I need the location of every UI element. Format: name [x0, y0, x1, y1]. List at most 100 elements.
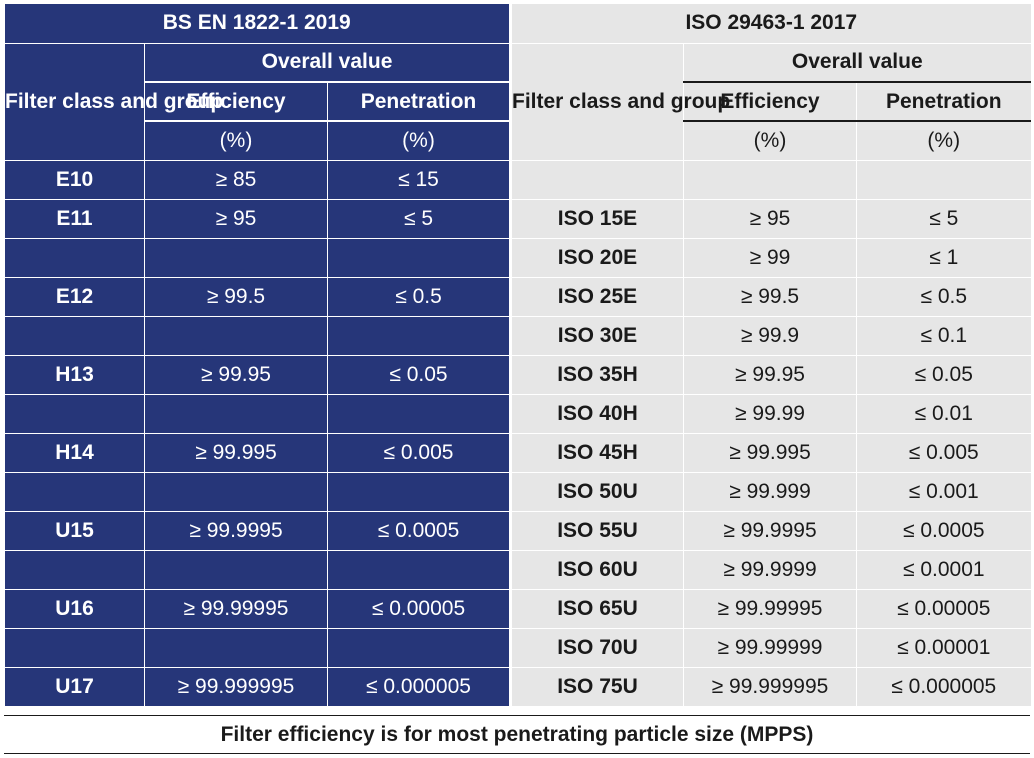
- right-efficiency-value: ≥ 99.9995: [683, 510, 857, 550]
- right-penetration-value: ≤ 0.5: [855, 276, 1031, 316]
- left-filter-class: [4, 315, 145, 355]
- right-efficiency-value: ≥ 99.99995: [683, 588, 857, 628]
- right-filter-class: ISO 70U: [509, 627, 684, 667]
- left-penetration-value: [327, 627, 511, 667]
- right-filter-class: ISO 75U: [509, 666, 684, 706]
- left-filter-class: [4, 549, 145, 589]
- left-efficiency-value: ≥ 99.995: [144, 432, 328, 472]
- overall-header-row: Filter class and group Overall value Fil…: [4, 42, 1031, 160]
- right-penetration-value: ≤ 0.0005: [855, 510, 1031, 550]
- right-group-header: Filter class and group: [509, 42, 730, 160]
- left-filter-class: H13: [4, 354, 145, 394]
- left-penetration-value: [327, 393, 511, 433]
- left-filter-class: [4, 237, 145, 277]
- table-row: ISO 60U ≥ 99.9999 ≤ 0.0001: [4, 549, 1031, 589]
- table-row: ISO 70U ≥ 99.99999 ≤ 0.00001: [4, 627, 1031, 667]
- right-overall-value: Overall value: [682, 42, 1031, 83]
- left-filter-class: [4, 471, 145, 511]
- table-row: ISO 30E ≥ 99.9 ≤ 0.1: [4, 315, 1031, 355]
- table-footnote: Filter efficiency is for most penetratin…: [4, 715, 1030, 754]
- right-penetration-value: ≤ 0.001: [855, 471, 1031, 511]
- right-filter-class: ISO 25E: [509, 276, 684, 316]
- right-penetration-value: ≤ 0.00005: [855, 588, 1031, 628]
- right-efficiency-unit: (%): [683, 120, 857, 160]
- left-penetration-value: ≤ 0.000005: [327, 666, 511, 706]
- right-penetration-value: ≤ 0.05: [855, 354, 1031, 394]
- left-filter-class: H14: [4, 432, 145, 472]
- left-filter-class: U16: [4, 588, 145, 628]
- left-efficiency-value: ≥ 99.99995: [144, 588, 328, 628]
- left-efficiency-value: ≥ 95: [144, 198, 328, 238]
- table-row: E12 ≥ 99.5 ≤ 0.5 ISO 25E ≥ 99.5 ≤ 0.5: [4, 276, 1031, 316]
- left-efficiency-value: [144, 237, 328, 277]
- right-efficiency-value: ≥ 99.5: [683, 276, 857, 316]
- right-efficiency-value: ≥ 99.999: [683, 471, 857, 511]
- left-efficiency-value: ≥ 85: [144, 159, 328, 199]
- right-penetration-value: [855, 159, 1031, 199]
- left-penetration-value: ≤ 0.0005: [327, 510, 511, 550]
- left-filter-class: [4, 393, 145, 433]
- table-row: ISO 20E ≥ 99 ≤ 1: [4, 237, 1031, 277]
- right-efficiency-value: ≥ 95: [683, 198, 857, 238]
- left-standard-title: BS EN 1822-1 2019: [4, 4, 511, 43]
- left-penetration-header: Penetration: [327, 81, 511, 122]
- left-efficiency-header: Efficiency: [144, 81, 328, 122]
- left-efficiency-value: ≥ 99.5: [144, 276, 328, 316]
- table-row: U17 ≥ 99.999995 ≤ 0.000005 ISO 75U ≥ 99.9999…: [4, 666, 1031, 706]
- right-penetration-value: ≤ 0.00001: [855, 627, 1031, 667]
- right-penetration-value: ≤ 0.01: [855, 393, 1031, 433]
- right-efficiency-value: [683, 159, 857, 199]
- right-efficiency-value: ≥ 99.995: [683, 432, 857, 472]
- right-filter-class: ISO 20E: [509, 237, 684, 277]
- right-filter-class: ISO 55U: [509, 510, 684, 550]
- right-penetration-value: ≤ 0.005: [855, 432, 1031, 472]
- metric-header-row: Efficiency Penetration Efficiency Penetr…: [5, 81, 1031, 122]
- left-penetration-value: ≤ 0.5: [327, 276, 511, 316]
- left-efficiency-unit: (%): [144, 120, 328, 160]
- left-filter-class: U15: [4, 510, 145, 550]
- right-efficiency-value: ≥ 99.9: [683, 315, 857, 355]
- left-overall-value: Overall value: [144, 42, 511, 83]
- right-filter-class: [509, 159, 684, 199]
- right-efficiency-value: ≥ 99.95: [683, 354, 857, 394]
- table-row: E10 ≥ 85 ≤ 15: [4, 159, 1031, 199]
- left-penetration-unit: (%): [327, 120, 511, 160]
- right-filter-class: ISO 65U: [509, 588, 684, 628]
- right-filter-class: ISO 35H: [509, 354, 684, 394]
- table-row: U16 ≥ 99.99995 ≤ 0.00005 ISO 65U ≥ 99.99995 ≤…: [4, 588, 1031, 628]
- right-filter-class: ISO 15E: [509, 198, 684, 238]
- left-efficiency-value: [144, 549, 328, 589]
- left-filter-class: [4, 627, 145, 667]
- left-efficiency-value: [144, 627, 328, 667]
- left-penetration-value: ≤ 0.005: [327, 432, 511, 472]
- right-penetration-unit: (%): [855, 120, 1031, 160]
- left-penetration-value: ≤ 5: [327, 198, 511, 238]
- table-row: H13 ≥ 99.95 ≤ 0.05 ISO 35H ≥ 99.95 ≤ 0.05: [4, 354, 1031, 394]
- right-filter-class: ISO 30E: [509, 315, 684, 355]
- left-filter-class: U17: [4, 666, 145, 706]
- right-efficiency-value: ≥ 99.99999: [683, 627, 857, 667]
- table-row: ISO 40H ≥ 99.99 ≤ 0.01: [4, 393, 1031, 433]
- filter-classification-table: BS EN 1822-1 2019 ISO 29463-1 2017 Filte…: [4, 4, 1031, 706]
- right-efficiency-value: ≥ 99: [683, 237, 857, 277]
- left-penetration-value: ≤ 15: [327, 159, 511, 199]
- left-penetration-value: [327, 471, 511, 511]
- table-row: H14 ≥ 99.995 ≤ 0.005 ISO 45H ≥ 99.995 ≤ 0.005: [4, 432, 1031, 472]
- right-efficiency-header: Efficiency: [683, 81, 857, 122]
- right-efficiency-value: ≥ 99.99: [683, 393, 857, 433]
- left-group-header: Filter class and group: [4, 42, 223, 160]
- left-efficiency-value: [144, 393, 328, 433]
- table-row: ISO 50U ≥ 99.999 ≤ 0.001: [4, 471, 1031, 511]
- unit-header-row: (%) (%) (%) (%): [5, 120, 1031, 160]
- left-penetration-value: [327, 237, 511, 277]
- right-efficiency-value: ≥ 99.9999: [683, 549, 857, 589]
- left-efficiency-value: [144, 471, 328, 511]
- right-penetration-value: ≤ 1: [855, 237, 1031, 277]
- left-penetration-value: [327, 549, 511, 589]
- left-filter-class: E10: [4, 159, 145, 199]
- standards-header-row: BS EN 1822-1 2019 ISO 29463-1 2017: [4, 4, 1031, 43]
- right-filter-class: ISO 45H: [509, 432, 684, 472]
- left-filter-class: E12: [4, 276, 145, 316]
- right-filter-class: ISO 50U: [509, 471, 684, 511]
